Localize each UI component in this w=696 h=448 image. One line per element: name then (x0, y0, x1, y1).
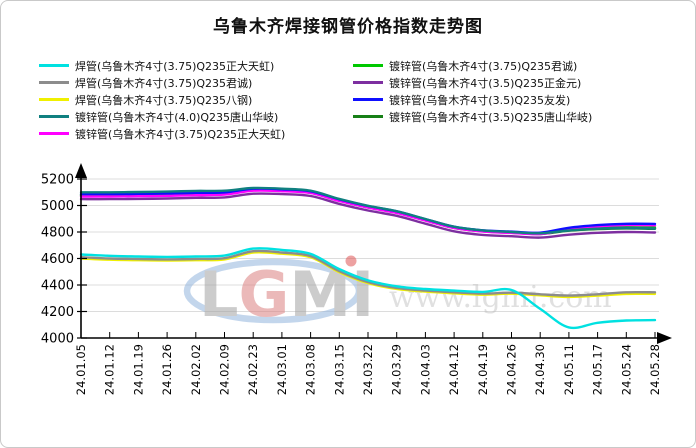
series-line-6 (79, 192, 657, 239)
y-tick-label: 4600 (41, 252, 74, 267)
x-tick-label: 24.01.26 (160, 344, 174, 395)
legend-label: 焊管(乌鲁木齐4寸(3.75)Q235八钢) (75, 93, 253, 107)
legend-item: 镀锌管(乌鲁木齐4寸(3.5)Q235友发) (353, 91, 683, 108)
legend-label: 焊管(乌鲁木齐4寸(3.75)Q235正大天虹) (75, 59, 275, 73)
y-tick-label: 4400 (41, 279, 74, 294)
x-tick-label: 24.04.03 (418, 344, 432, 395)
legend-item: 镀锌管(乌鲁木齐4寸(3.75)Q235正大天虹) (39, 125, 349, 142)
x-tick-label: 24.04.12 (447, 344, 461, 395)
series-line-0 (79, 247, 657, 330)
x-tick-label: 24.02.23 (246, 344, 260, 395)
legend-swatch (353, 64, 383, 67)
x-tick-label: 24.01.19 (131, 344, 145, 395)
x-tick-label: 24.03.22 (361, 344, 375, 395)
legend-item: 镀锌管(乌鲁木齐4寸(3.75)Q235君诚) (353, 57, 683, 74)
legend-swatch (39, 98, 69, 101)
x-tick-label: 24.03.29 (390, 344, 404, 395)
legend-swatch (353, 81, 383, 84)
legend-item: 焊管(乌鲁木齐4寸(3.75)Q235八钢) (39, 91, 349, 108)
legend-swatch (39, 132, 69, 135)
x-tick-label: 24.05.28 (648, 344, 662, 395)
y-tick-label: 4000 (41, 332, 74, 347)
watermark: LGMI www.lgmi.com (183, 255, 612, 331)
legend-label: 镀锌管(乌鲁木齐4寸(4.0)Q235唐山华岐) (75, 110, 279, 124)
series-line-3 (79, 186, 657, 235)
x-tick-label: 24.01.05 (74, 344, 88, 395)
legend-swatch (39, 81, 69, 84)
legend-column-right: 镀锌管(乌鲁木齐4寸(3.75)Q235君诚) 镀锌管(乌鲁木齐4寸(3.5)Q2… (353, 57, 683, 125)
legend-item: 镀锌管(乌鲁木齐4寸(3.5)Q235唐山华岐) (353, 108, 683, 125)
chart-title: 乌鲁木齐焊接钢管价格指数走势图 (213, 17, 483, 37)
x-tick-label: 24.02.09 (218, 344, 232, 395)
x-axis-arrow-icon (657, 332, 672, 344)
legend-swatch (353, 115, 383, 118)
y-axis-labels: 4000 4200 4400 4600 4800 5000 5200 (41, 173, 74, 347)
x-tick-label: 24.03.15 (332, 344, 346, 395)
x-tick-label: 24.01.12 (103, 344, 117, 395)
legend-label: 焊管(乌鲁木齐4寸(3.75)Q235君诚) (75, 76, 253, 90)
legend-label: 镀锌管(乌鲁木齐4寸(3.75)Q235君诚) (389, 59, 578, 73)
legend-swatch (353, 98, 383, 101)
legend-item: 焊管(乌鲁木齐4寸(3.75)Q235君诚) (39, 74, 349, 91)
x-tick-label: 24.03.08 (304, 344, 318, 395)
y-tick-label: 5000 (41, 199, 74, 214)
x-tick-label: 24.04.30 (533, 344, 547, 395)
x-tick-label: 24.02.02 (189, 344, 203, 395)
legend-item: 镀锌管(乌鲁木齐4寸(3.5)Q235正金元) (353, 74, 683, 91)
legend-item: 镀锌管(乌鲁木齐4寸(4.0)Q235唐山华岐) (39, 108, 349, 125)
x-axis-labels: 24.01.05 24.01.12 24.01.19 24.01.26 24.02.02… (74, 344, 662, 395)
y-tick-label: 5200 (41, 173, 74, 188)
x-tick-label: 24.04.19 (476, 344, 490, 395)
x-tick-label: 24.05.24 (619, 344, 633, 395)
y-axis-arrow-icon (75, 163, 87, 178)
series-lines (79, 186, 657, 330)
x-tick-label: 24.05.11 (562, 344, 576, 395)
legend-label: 镀锌管(乌鲁木齐4寸(3.5)Q235唐山华岐) (389, 110, 593, 124)
legend-swatch (39, 115, 69, 118)
x-tick-label: 24.03.01 (275, 344, 289, 395)
legend-item: 焊管(乌鲁木齐4寸(3.75)Q235正大天虹) (39, 57, 349, 74)
watermark-logo-text: LGMI (199, 258, 374, 331)
series-line-1 (79, 249, 657, 297)
y-tick-label: 4200 (41, 305, 74, 320)
watermark-dot (345, 255, 357, 267)
legend-label: 镀锌管(乌鲁木齐4寸(3.5)Q235友发) (389, 93, 571, 107)
legend-swatch (39, 64, 69, 67)
legend-label: 镀锌管(乌鲁木齐4寸(3.75)Q235正大天虹) (75, 127, 286, 141)
x-tick-label: 24.04.26 (505, 344, 519, 395)
legend-label: 镀锌管(乌鲁木齐4寸(3.5)Q235正金元) (389, 76, 582, 90)
y-tick-label: 4800 (41, 226, 74, 241)
axes (75, 163, 672, 344)
x-tick-label: 24.05.17 (591, 344, 605, 395)
legend-column-left: 焊管(乌鲁木齐4寸(3.75)Q235正大天虹) 焊管(乌鲁木齐4寸(3.75)Q… (39, 57, 349, 142)
